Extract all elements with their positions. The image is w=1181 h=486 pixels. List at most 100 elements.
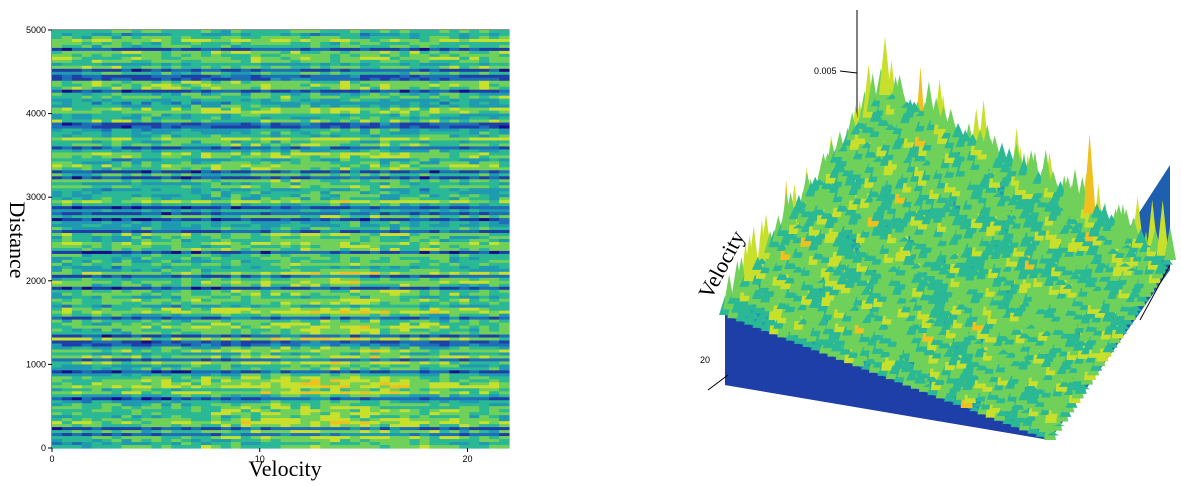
heatmap-cell (161, 292, 172, 297)
heatmap-cell (181, 35, 192, 40)
heatmap-cell (161, 322, 172, 327)
heatmap-cell (310, 301, 321, 306)
heatmap-cell (310, 322, 321, 327)
heatmap-cell (479, 191, 490, 195)
heatmap-cell (320, 116, 331, 121)
heatmap-cell (81, 68, 93, 73)
heatmap-cell (359, 128, 371, 133)
heatmap-cell (310, 239, 321, 243)
heatmap-cell (191, 92, 202, 97)
heatmap-cell (240, 191, 252, 195)
heatmap-cell (290, 59, 301, 64)
heatmap-cell (429, 185, 441, 189)
heatmap-cell (260, 304, 272, 309)
heatmap-cell (270, 110, 282, 115)
heatmap-cell (101, 158, 113, 162)
heatmap-cell (250, 59, 262, 64)
heatmap-cell (61, 340, 73, 345)
heatmap-cell (71, 77, 83, 82)
heatmap-cell (270, 98, 282, 103)
heatmap-cell (499, 191, 510, 195)
heatmap-cell (499, 203, 510, 207)
heatmap-cell (399, 298, 411, 303)
heatmap-cell (181, 325, 192, 330)
heatmap-cell (499, 95, 510, 100)
heatmap-cell (280, 268, 292, 273)
heatmap-cell (81, 313, 93, 318)
heatmap-cell (81, 322, 93, 327)
heatmap-cell (399, 271, 411, 276)
heatmap-cell (359, 179, 371, 183)
heatmap-cell (161, 104, 172, 109)
heatmap-cell (350, 322, 361, 327)
heatmap-cell (379, 98, 391, 103)
heatmap-cell (419, 38, 431, 43)
heatmap-cell (399, 53, 411, 58)
heatmap-cell (91, 74, 103, 79)
heatmap-cell (52, 164, 63, 168)
heatmap-cell (260, 337, 272, 342)
heatmap-cell (300, 340, 311, 345)
heatmap-cell (350, 224, 361, 228)
heatmap-cell (350, 119, 361, 124)
heatmap-cell (52, 128, 63, 133)
heatmap-cell (161, 137, 172, 142)
heatmap-cell (141, 122, 152, 127)
heatmap-cell (459, 250, 470, 255)
heatmap-cell (131, 197, 143, 201)
heatmap-cell (52, 227, 63, 231)
heatmap-cell (469, 176, 480, 180)
heatmap-cell (111, 262, 123, 267)
heatmap-cell (369, 316, 381, 321)
heatmap-cell (340, 346, 351, 351)
heatmap-cell (151, 137, 162, 142)
heatmap-cell (449, 262, 460, 267)
heatmap-cell (449, 113, 460, 118)
heatmap-cell (230, 283, 242, 288)
heatmap-cell (230, 158, 242, 162)
heatmap-cell (240, 179, 252, 183)
heatmap-cell (300, 268, 311, 273)
heatmap-cell (250, 241, 262, 246)
heatmap-cell (350, 221, 361, 225)
heatmap-cell (399, 328, 411, 333)
heatmap-cell (81, 203, 93, 207)
heatmap-cell (71, 38, 83, 43)
heatmap-cell (389, 62, 401, 67)
heatmap-cell (81, 334, 93, 339)
heatmap-cell (260, 65, 272, 70)
heatmap-cell (101, 200, 113, 204)
heatmap-cell (290, 95, 301, 100)
heatmap-cell (290, 92, 301, 97)
heatmap-cell (270, 122, 282, 127)
heatmap-cell (230, 47, 242, 52)
heatmap-cell (429, 107, 441, 112)
heatmap-cell (459, 188, 470, 192)
heatmap-cell (340, 265, 351, 270)
heatmap-cell (230, 125, 242, 130)
heatmap-cell (300, 155, 311, 159)
heatmap-cell (280, 307, 292, 312)
heatmap-cell (270, 236, 282, 240)
heatmap-cell (359, 182, 371, 186)
heatmap-cell (469, 304, 480, 309)
heatmap-cell (459, 92, 470, 97)
heatmap-cell (220, 250, 232, 255)
heatmap-cell (201, 134, 212, 139)
heatmap-cell (230, 110, 242, 115)
heatmap-cell (280, 53, 292, 58)
heatmap-cell (101, 244, 113, 249)
heatmap-cell (151, 259, 162, 264)
heatmap-cell (399, 262, 411, 267)
heatmap-cell (320, 197, 331, 201)
heatmap-cell (220, 340, 232, 345)
heatmap-cell (230, 233, 242, 237)
heatmap-cell (320, 86, 331, 91)
heatmap-cell (409, 185, 421, 189)
heatmap-cell (220, 191, 232, 195)
heatmap-cell (439, 140, 450, 145)
heatmap-cell (52, 173, 63, 177)
heatmap-cell (469, 227, 480, 231)
heatmap-cell (52, 271, 63, 276)
heatmap-cell (290, 334, 301, 339)
